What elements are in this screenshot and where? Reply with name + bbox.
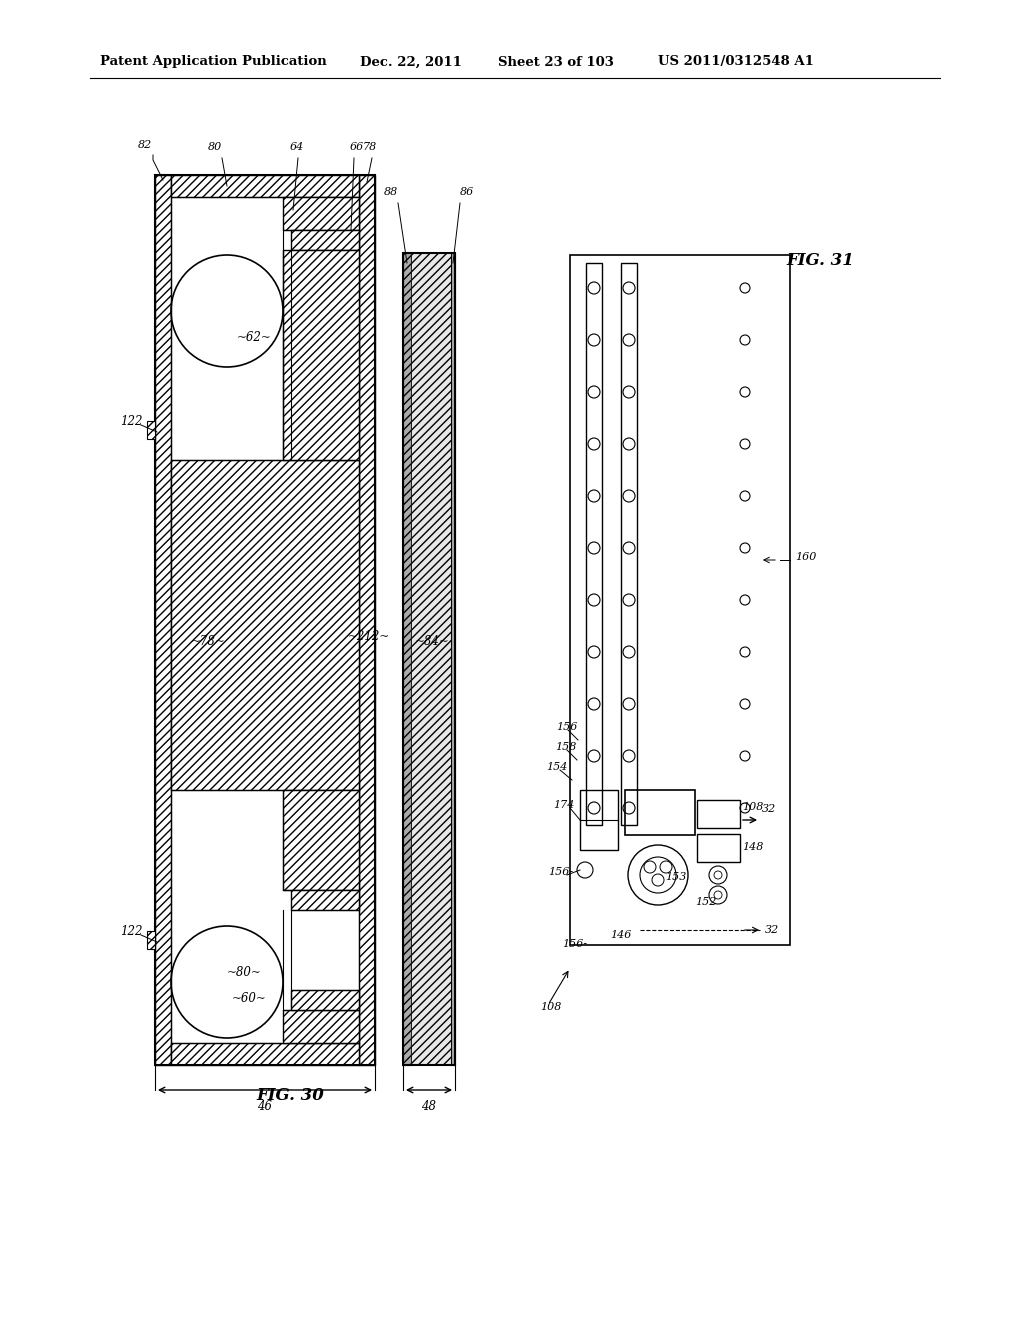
Polygon shape (171, 1043, 359, 1065)
Text: 122: 122 (120, 414, 142, 428)
Polygon shape (621, 263, 637, 825)
Text: 32: 32 (765, 925, 779, 935)
Text: 153: 153 (665, 873, 686, 882)
Text: 66: 66 (350, 143, 365, 152)
Polygon shape (171, 176, 359, 197)
Text: ~80~: ~80~ (227, 966, 262, 979)
Text: 156-: 156- (548, 867, 573, 876)
Polygon shape (291, 230, 359, 249)
Text: 154: 154 (546, 762, 567, 772)
Text: 148: 148 (742, 842, 763, 851)
Polygon shape (451, 253, 455, 1065)
Text: Sheet 23 of 103: Sheet 23 of 103 (498, 55, 613, 69)
Polygon shape (283, 197, 359, 230)
Text: 82: 82 (138, 140, 153, 150)
Polygon shape (411, 253, 451, 1065)
Text: 88: 88 (384, 187, 398, 197)
Text: 78: 78 (362, 143, 377, 152)
Text: 174: 174 (553, 800, 574, 810)
Text: ~212~: ~212~ (348, 630, 390, 643)
Text: Patent Application Publication: Patent Application Publication (100, 55, 327, 69)
Polygon shape (359, 176, 375, 1065)
Text: US 2011/0312548 A1: US 2011/0312548 A1 (658, 55, 814, 69)
Text: 86: 86 (460, 187, 474, 197)
Text: 48: 48 (422, 1100, 436, 1113)
Text: 80: 80 (208, 143, 222, 152)
Text: Dec. 22, 2011: Dec. 22, 2011 (360, 55, 462, 69)
Text: ~84~: ~84~ (415, 635, 450, 648)
Polygon shape (147, 421, 155, 440)
Text: 64: 64 (290, 143, 304, 152)
Text: ~60~: ~60~ (232, 993, 266, 1005)
Text: 156: 156 (556, 722, 578, 733)
Text: 158: 158 (555, 742, 577, 752)
Text: FIG. 30: FIG. 30 (256, 1086, 324, 1104)
Polygon shape (291, 990, 359, 1010)
Polygon shape (155, 176, 171, 1065)
Polygon shape (586, 263, 602, 825)
Text: 152: 152 (695, 898, 717, 907)
Text: ~78~: ~78~ (191, 635, 225, 648)
Polygon shape (283, 789, 359, 890)
Text: 160: 160 (795, 552, 816, 562)
Text: 32: 32 (762, 804, 776, 814)
Text: 46: 46 (257, 1100, 272, 1113)
Text: 108: 108 (742, 803, 763, 812)
Text: 146: 146 (610, 931, 632, 940)
Text: 108: 108 (540, 1002, 561, 1012)
Text: 122: 122 (120, 925, 142, 939)
Polygon shape (403, 253, 411, 1065)
Text: ~62~: ~62~ (237, 331, 271, 345)
Polygon shape (283, 249, 359, 459)
Polygon shape (147, 931, 155, 949)
Polygon shape (291, 890, 359, 909)
Text: FIG. 31: FIG. 31 (786, 252, 854, 269)
Polygon shape (283, 1010, 359, 1043)
Text: 156-: 156- (562, 939, 587, 949)
Polygon shape (171, 459, 359, 789)
